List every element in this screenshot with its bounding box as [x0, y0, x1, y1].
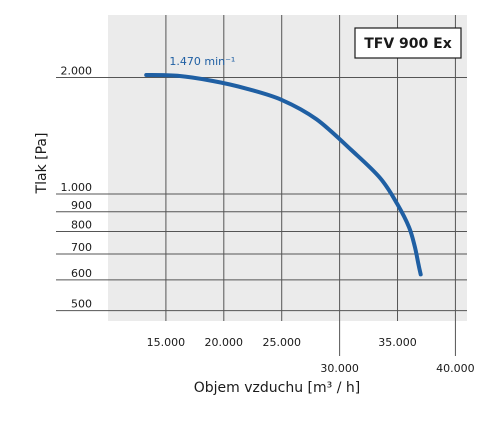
y-axis-title: Tlak [Pa] — [34, 133, 50, 195]
series-line — [144, 73, 423, 277]
series-label: 1.470 min⁻¹ — [169, 55, 235, 68]
y-tick-label: 900 — [71, 199, 92, 212]
x-tick-label: 15.000 — [147, 336, 186, 349]
x-tick-label: 25.000 — [262, 336, 301, 349]
plot-area — [108, 15, 467, 321]
y-tick-label: 2.000 — [61, 64, 93, 77]
x-axis-title: Objem vzduchu [m³ / h] — [194, 380, 360, 396]
y-tick-label: 700 — [71, 241, 92, 254]
y-tick-label: 600 — [71, 267, 92, 280]
x-tick-label: 20.000 — [205, 336, 244, 349]
x-tick-label: 30.000 — [320, 362, 359, 375]
model-label: TFV 900 Ex — [364, 36, 452, 52]
y-tick-label: 800 — [71, 219, 92, 232]
x-tick-label: 35.000 — [378, 336, 417, 349]
tick-labels: 500 600 700 800 900 1.000 2.000 15.000 20.000 25.… — [61, 64, 475, 375]
model-box: TFV 900 Ex — [354, 27, 462, 59]
y-tick-label: 500 — [71, 298, 92, 311]
grid — [56, 15, 467, 356]
y-tick-label: 1.000 — [61, 181, 93, 194]
x-tick-label: 40.000 — [436, 362, 475, 375]
